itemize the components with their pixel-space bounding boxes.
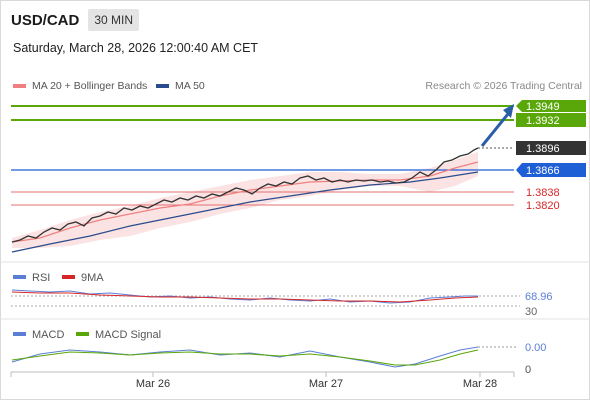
currency-pair-title: USD/CAD	[11, 11, 80, 29]
x-tick-label-mar26: Mar 26	[136, 378, 170, 390]
svg-text:1.3866: 1.3866	[526, 165, 560, 177]
legend-swatch-ma50	[156, 84, 169, 88]
price-tag-last-1-3896: 1.3896	[516, 141, 586, 155]
x-tick-label-mar27: Mar 27	[309, 378, 343, 390]
svg-text:9MA: 9MA	[81, 272, 104, 284]
legend-label-ma20: MA 20 + Bollinger Bands	[32, 80, 148, 92]
chart-header: USD/CAD 30 MIN	[11, 9, 140, 31]
research-credit: Research © 2026 Trading Central	[425, 80, 582, 92]
svg-text:MACD Signal: MACD Signal	[95, 329, 161, 341]
timeframe-badge[interactable]: 30 MIN	[88, 9, 140, 31]
rsi-level-low: 30	[525, 306, 537, 318]
legend-swatch-ma20	[13, 84, 26, 88]
price-label-support-1-3820: 1.3820	[526, 200, 560, 212]
legend-label-ma50: MA 50	[175, 80, 205, 92]
macd-value: 0.00	[525, 342, 546, 354]
macd-line	[11, 346, 479, 368]
svg-text:RSI: RSI	[32, 272, 50, 284]
x-tick-label-mar28: Mar 28	[463, 378, 497, 390]
rsi-value: 68.96	[525, 291, 553, 303]
trend-arrow-head	[503, 104, 514, 118]
macd-zero-label: 0	[525, 364, 531, 376]
trend-arrow-shaft	[480, 113, 510, 147]
rsi-ma-line	[11, 291, 479, 303]
svg-text:1.3949: 1.3949	[526, 101, 560, 113]
legend-item-ma20: MA 20 + Bollinger Bands	[13, 80, 147, 92]
ma50-line	[11, 171, 479, 253]
chart-datetime: Saturday, March 28, 2026 12:00:40 AM CET	[13, 41, 259, 55]
bollinger-band-area	[12, 152, 478, 248]
svg-text:1.3896: 1.3896	[526, 143, 560, 155]
price-tag-1-3949: 1.3949	[516, 100, 586, 113]
price-tag-1-3932: 1.3932	[516, 113, 586, 127]
price-label-support-1-3838: 1.3838	[526, 187, 560, 199]
legend-item-ma50: MA 50	[156, 80, 205, 92]
svg-text:MACD: MACD	[32, 329, 64, 341]
macd-signal-line	[11, 349, 479, 366]
svg-text:1.3932: 1.3932	[526, 115, 560, 127]
price-tag-pivot-1-3866: 1.3866	[516, 163, 586, 177]
macd-legend: MACD MACD Signal	[13, 329, 161, 341]
rsi-legend: RSI 9MA	[13, 272, 104, 284]
price-line	[11, 147, 479, 243]
